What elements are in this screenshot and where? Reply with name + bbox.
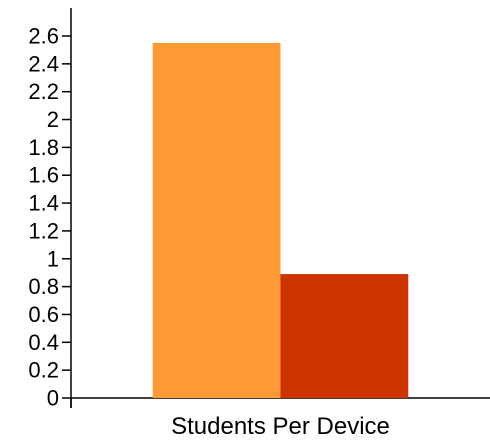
bars — [152, 42, 409, 398]
y-tick-label: 1.8 — [28, 135, 59, 160]
bar-series-2 — [280, 274, 409, 398]
y-tick-label: 2.4 — [28, 51, 59, 76]
y-tick-label: 0.4 — [28, 330, 59, 355]
y-tick-label: 2.6 — [28, 24, 59, 49]
y-tick-label: 0.6 — [28, 302, 59, 327]
y-tick-label: 0.2 — [28, 358, 59, 383]
y-tick-label: 1.6 — [28, 163, 59, 188]
x-category-label: Students Per Device — [171, 413, 390, 440]
y-tick-label: 2 — [47, 107, 59, 132]
y-tick-label: 2.2 — [28, 79, 59, 104]
y-tick-label: 0.8 — [28, 274, 59, 299]
y-tick-label: 1.2 — [28, 218, 59, 243]
y-tick-label: 0 — [47, 386, 59, 411]
bar-series-1 — [152, 42, 281, 398]
y-tick-label: 1.4 — [28, 191, 59, 216]
y-tick-label: 1 — [47, 246, 59, 271]
y-axis: 0 0.2 0.4 0.6 0.8 1 1.21.4 1.6 1.8 2 2.2 2.42.6 — [28, 8, 72, 411]
category-labels: Students Per Device — [171, 413, 390, 440]
x-axis — [70, 397, 490, 408]
